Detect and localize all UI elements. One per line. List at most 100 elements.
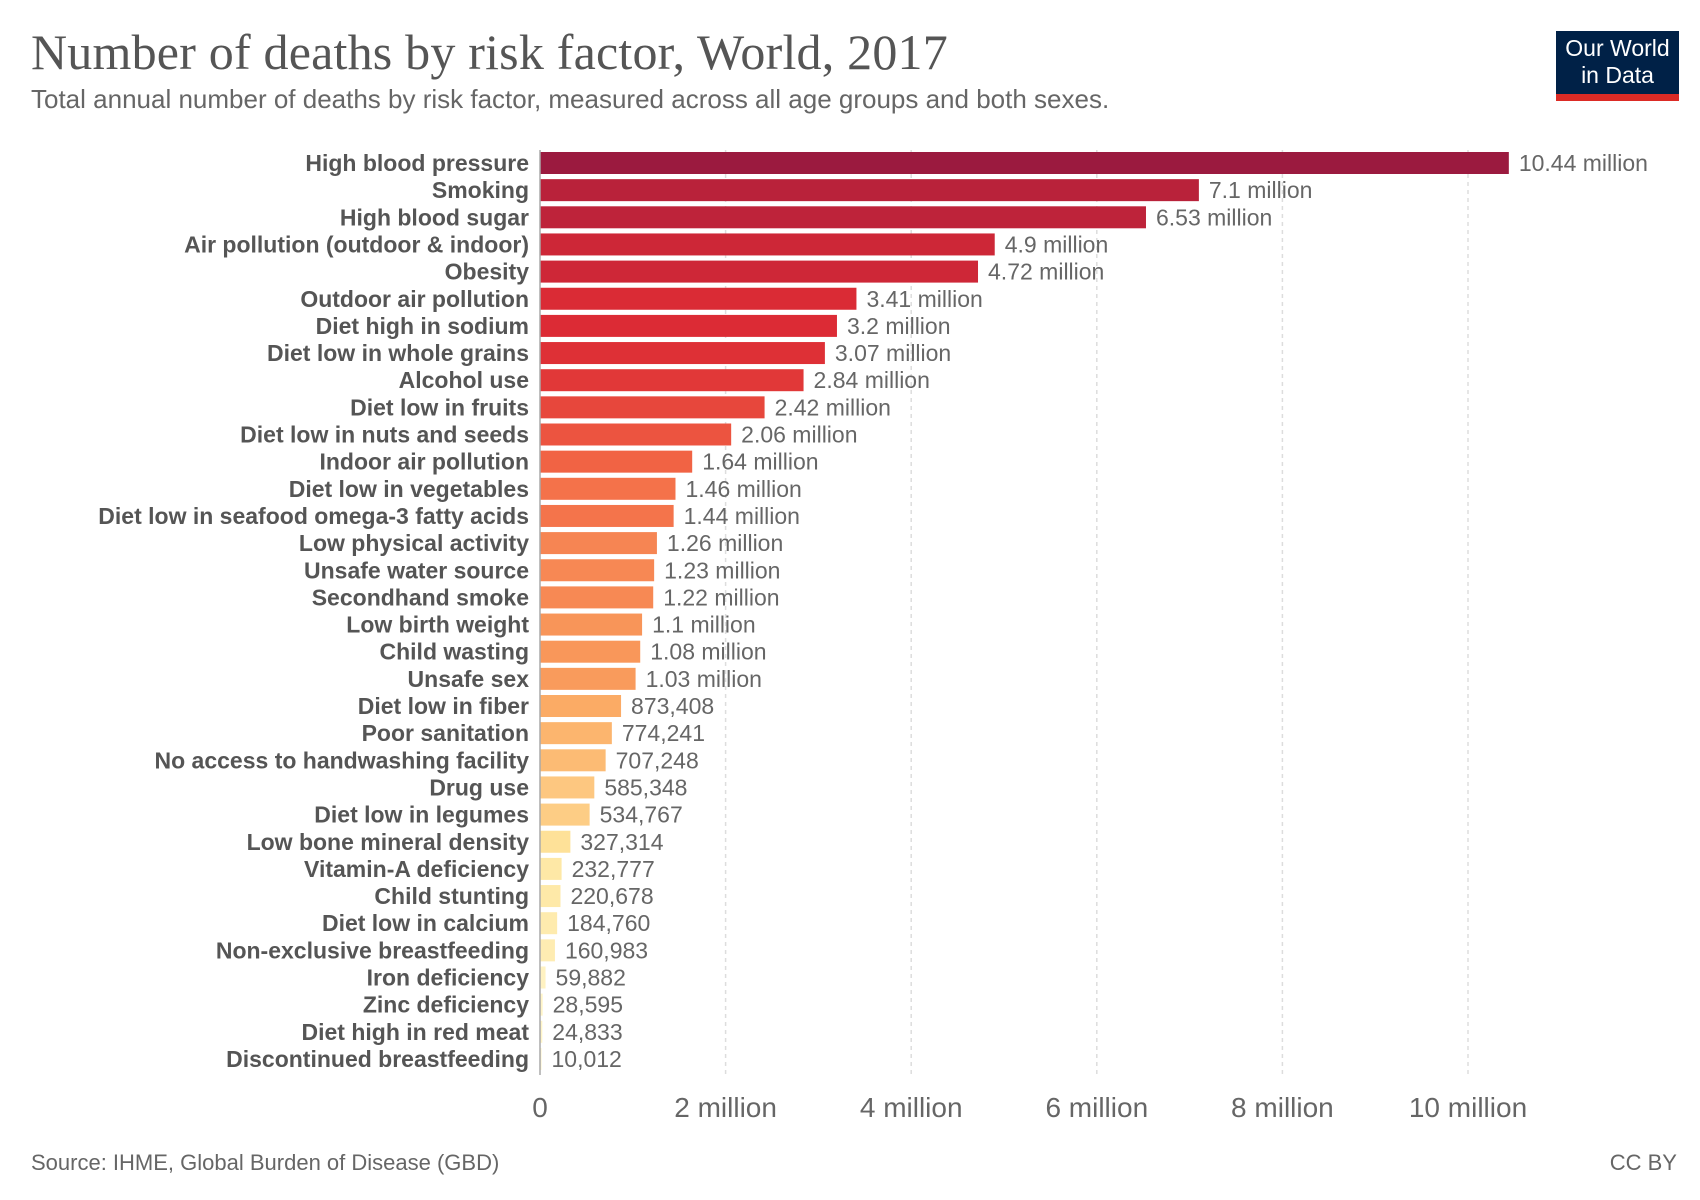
x-tick-label: 0 (532, 1092, 548, 1123)
category-label: Diet low in fruits (350, 394, 529, 420)
x-tick-label: 2 million (674, 1092, 777, 1123)
bar (540, 613, 643, 636)
bar (540, 830, 571, 853)
value-label: 1.03 million (646, 666, 762, 692)
value-label: 707,248 (616, 747, 699, 773)
value-label: 1.26 million (667, 530, 783, 556)
bar (540, 559, 655, 582)
bar (540, 369, 804, 392)
bar (540, 640, 641, 663)
license-link[interactable]: CC BY (1609, 1150, 1677, 1175)
bar (540, 152, 1509, 174)
bar (540, 1020, 543, 1043)
category-label: Low birth weight (346, 612, 529, 638)
bar (540, 260, 979, 283)
category-label: Unsafe water source (304, 557, 529, 583)
category-label: Vitamin-A deficiency (304, 856, 529, 882)
category-label: Diet low in calcium (322, 910, 529, 936)
x-tick-label: 6 million (1045, 1092, 1148, 1123)
value-label: 873,408 (631, 693, 714, 719)
x-tick-label: 4 million (860, 1092, 963, 1123)
bar (540, 803, 590, 826)
bar (540, 396, 765, 419)
value-label: 3.41 million (866, 286, 982, 312)
bar (540, 532, 657, 555)
value-label: 1.08 million (650, 639, 766, 665)
category-label: Poor sanitation (362, 720, 529, 746)
value-label: 7.1 million (1209, 177, 1313, 203)
chart-subtitle: Total annual number of deaths by risk fa… (31, 84, 1110, 114)
category-label: Drug use (429, 774, 529, 800)
value-label: 184,760 (567, 910, 650, 936)
value-label: 160,983 (565, 937, 648, 963)
category-label: Obesity (445, 259, 530, 285)
value-label: 774,241 (622, 720, 705, 746)
category-label: Diet low in fiber (358, 693, 529, 719)
category-label: Low bone mineral density (247, 829, 530, 855)
value-label: 585,348 (604, 774, 687, 800)
bar (540, 966, 546, 989)
value-label: 327,314 (580, 829, 663, 855)
value-label: 232,777 (572, 856, 655, 882)
value-label: 1.44 million (684, 503, 800, 529)
category-label: Diet low in legumes (314, 802, 529, 828)
category-label: Diet high in sodium (316, 313, 529, 339)
category-label: Non-exclusive breastfeeding (216, 937, 529, 963)
bar (540, 667, 636, 690)
category-label: Iron deficiency (367, 965, 530, 991)
bar (540, 314, 837, 337)
value-label: 28,595 (553, 992, 623, 1018)
source-note[interactable]: Source: IHME, Global Burden of Disease (… (31, 1150, 500, 1175)
value-label: 1.64 million (702, 449, 818, 475)
category-label: Child stunting (374, 883, 529, 909)
category-label: Diet low in whole grains (267, 340, 529, 366)
bar (540, 695, 622, 717)
value-label: 534,767 (600, 802, 683, 828)
value-label: 4.72 million (988, 259, 1104, 285)
bar (540, 939, 555, 962)
owid-logo[interactable]: Our World in Data (1556, 31, 1679, 101)
bar (540, 993, 543, 1016)
category-label: Low physical activity (299, 530, 529, 556)
bar (540, 776, 595, 799)
bar (540, 912, 558, 935)
category-label: Air pollution (outdoor & indoor) (184, 231, 529, 257)
category-label: Diet low in seafood omega-3 fatty acids (98, 503, 529, 529)
bar (540, 857, 562, 880)
value-label: 1.46 million (685, 476, 801, 502)
category-label: Diet high in red meat (302, 1019, 530, 1045)
bar (540, 342, 825, 365)
bar (540, 423, 732, 446)
bar (540, 287, 857, 310)
category-label: High blood sugar (340, 204, 529, 230)
category-label: High blood pressure (305, 150, 529, 176)
value-label: 2.84 million (814, 367, 930, 393)
bar (540, 233, 995, 256)
value-label: 10.44 million (1519, 150, 1648, 176)
category-label: No access to handwashing facility (155, 747, 530, 773)
bar (540, 586, 654, 609)
value-label: 3.2 million (847, 313, 951, 339)
bar (540, 749, 606, 772)
value-label: 220,678 (570, 883, 653, 909)
value-label: 2.42 million (775, 394, 891, 420)
x-axis: 0 2 million 4 million 6 million 8 million 10 … (532, 150, 1527, 1123)
category-label: Zinc deficiency (363, 992, 529, 1018)
value-label: 6.53 million (1156, 204, 1272, 230)
bar (540, 450, 693, 473)
value-label: 1.22 million (663, 584, 779, 610)
category-label: Child wasting (380, 639, 530, 665)
chart-header: Number of deaths by risk factor, World, … (31, 22, 1531, 115)
logo-line-1: Our World (1565, 35, 1670, 61)
logo-line-2: in Data (1581, 62, 1654, 88)
bar (540, 504, 674, 527)
value-label: 2.06 million (741, 422, 857, 448)
value-label: 59,882 (556, 965, 626, 991)
category-label: Secondhand smoke (312, 584, 529, 610)
bar (540, 722, 612, 745)
bar (540, 885, 561, 908)
category-label: Smoking (432, 177, 529, 203)
value-label: 1.23 million (664, 557, 780, 583)
